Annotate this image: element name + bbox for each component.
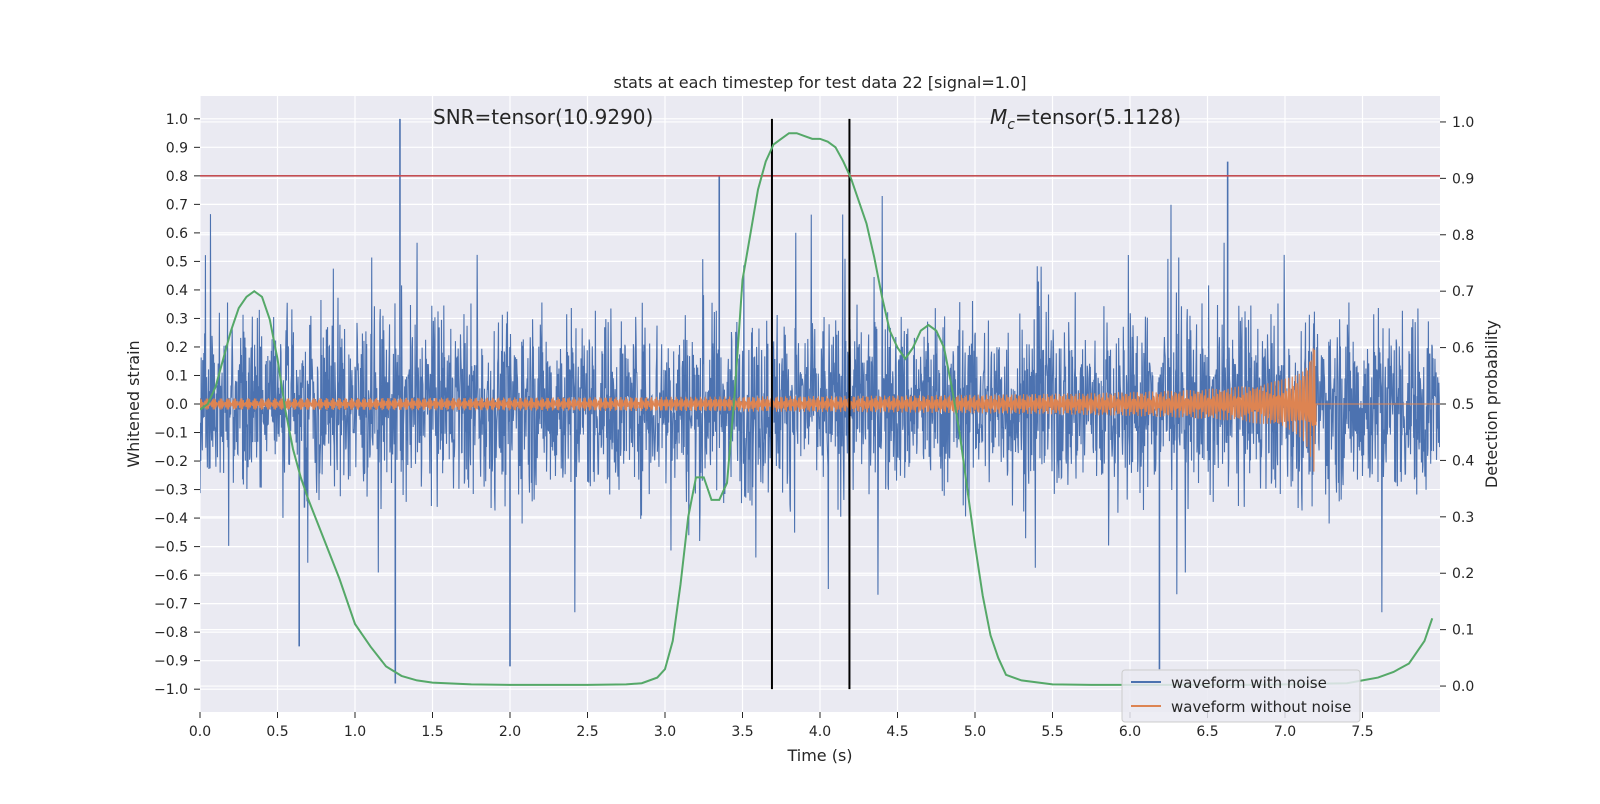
x-tick-label: 0.0: [189, 724, 211, 740]
y-tick-label: −0.6: [154, 568, 188, 584]
y-tick-label: −0.8: [154, 625, 188, 641]
x-axis-label: Time (s): [786, 746, 852, 765]
series-without-noise-line: [200, 348, 1440, 472]
y2-tick-label: 0.4: [1452, 453, 1474, 469]
y2-tick-label: 0.2: [1452, 566, 1474, 582]
x-tick-label: 3.0: [654, 724, 676, 740]
x-tick-label: 1.0: [344, 724, 366, 740]
y2-tick-label: 0.6: [1452, 341, 1474, 357]
x-tick-label: 5.5: [1041, 724, 1063, 740]
x-tick-label: 3.5: [731, 724, 753, 740]
chart-title: stats at each timestep for test data 22 …: [614, 73, 1027, 92]
y-tick-label: 1.0: [166, 112, 188, 128]
x-tick-label: 0.5: [266, 724, 288, 740]
x-tick-label: 6.0: [1119, 724, 1141, 740]
y2-tick-label: 0.9: [1452, 171, 1474, 187]
x-tick-label: 7.0: [1274, 724, 1296, 740]
x-tick-label: 2.5: [576, 724, 598, 740]
legend-label-without-noise: waveform without noise: [1171, 698, 1351, 716]
y2-tick-label: 0.8: [1452, 228, 1474, 244]
y-tick-label: −0.4: [154, 511, 188, 527]
y-tick-label: −1.0: [154, 682, 188, 698]
legend-label-with-noise: waveform with noise: [1171, 674, 1327, 692]
y2-axis-label: Detection probability: [1482, 320, 1501, 488]
y-tick-label: 0.4: [166, 283, 188, 299]
y-tick-label: 0.7: [166, 197, 188, 213]
x-tick-label: 2.0: [499, 724, 521, 740]
y2-tick-label: 0.5: [1452, 397, 1474, 413]
x-tick-label: 4.5: [886, 724, 908, 740]
y2-tick-label: 1.0: [1452, 115, 1474, 131]
x-tick-label: 4.0: [809, 724, 831, 740]
y-tick-label: −0.2: [154, 454, 188, 470]
chirp-mass-value: =tensor(5.1128): [1015, 105, 1181, 129]
y2-tick-label: 0.3: [1452, 510, 1474, 526]
y2-tick-label: 0.7: [1452, 284, 1474, 300]
legend-box: [1121, 669, 1361, 723]
x-tick-label: 7.5: [1351, 724, 1373, 740]
y-tick-label: −0.5: [154, 540, 188, 556]
y2-tick-label: 0.0: [1452, 679, 1474, 695]
y-tick-label: 0.1: [166, 368, 188, 384]
snr-annotation: SNR=tensor(10.9290): [433, 105, 653, 129]
legend: waveform with noise waveform without noi…: [1121, 669, 1361, 723]
chirp-mass-symbol: M: [990, 105, 1007, 129]
y-tick-label: 0.6: [166, 226, 188, 242]
chirp-mass-subscript: c: [1007, 117, 1015, 133]
x-tick-label: 1.5: [421, 724, 443, 740]
x-tick-label: 6.5: [1196, 724, 1218, 740]
detection-probability-line: [200, 132, 1434, 686]
y-tick-label: −0.3: [154, 483, 188, 499]
data-layer: [200, 118, 1440, 690]
y-tick-label: −0.9: [154, 654, 188, 670]
y-tick-label: 0.5: [166, 254, 188, 270]
y-tick-label: −0.1: [154, 426, 188, 442]
x-tick-label: 5.0: [964, 724, 986, 740]
ticks-layer: 0.0 0.5 1.0 1.5 2.0 2.5 3.0 3.5 4.0 4.5 5.0 5.5 6.0 6…: [154, 112, 1474, 740]
y-tick-label: 0.3: [166, 311, 188, 327]
series-with-noise-line: [200, 196, 1440, 613]
y2-tick-label: 0.1: [1452, 623, 1474, 639]
y-tick-label: 0.8: [166, 169, 188, 185]
y-tick-label: 0.0: [166, 397, 188, 413]
y-tick-label: 0.2: [166, 340, 188, 356]
y-tick-label: 0.9: [166, 140, 188, 156]
y-tick-label: −0.7: [154, 597, 188, 613]
chirp-mass-annotation: Mc=tensor(5.1128): [990, 105, 1181, 133]
y-axis-label: Whitened strain: [124, 340, 143, 467]
